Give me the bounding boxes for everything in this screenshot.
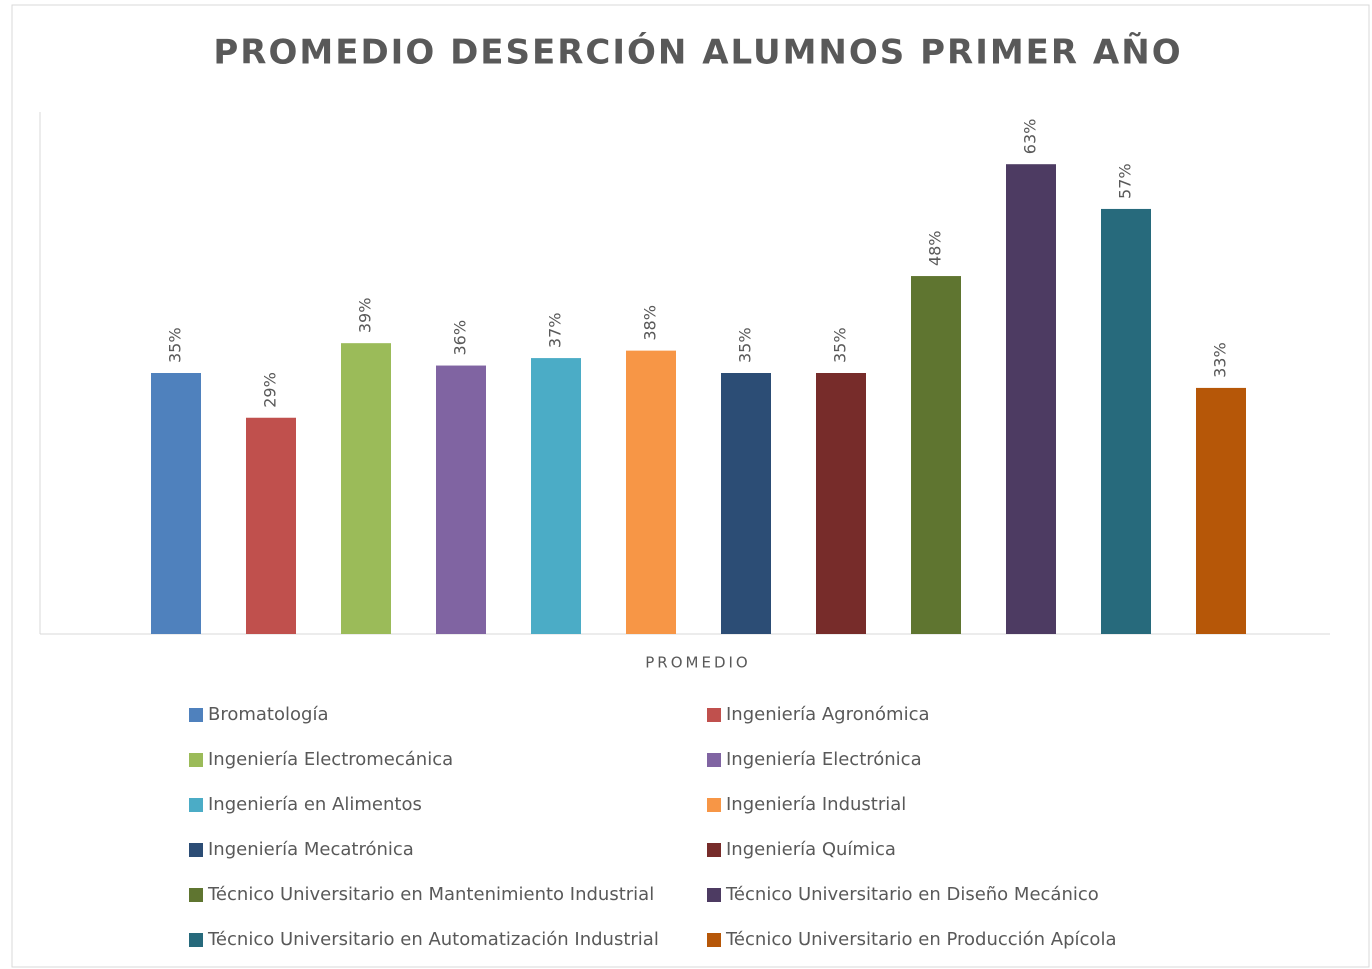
legend-swatch: [707, 753, 721, 767]
bar: [1101, 208, 1151, 634]
legend-swatch: [707, 798, 721, 812]
bar: [626, 350, 676, 634]
data-label: 35%: [736, 327, 755, 363]
bar: [531, 358, 581, 634]
legend-label: Ingeniería Mecatrónica: [208, 839, 414, 860]
legend-label: Ingeniería en Alimentos: [208, 794, 422, 815]
bar: [911, 276, 961, 634]
data-label: 38%: [641, 305, 660, 341]
legend-swatch: [707, 708, 721, 722]
bar: [1006, 164, 1056, 634]
data-label: 29%: [261, 372, 280, 408]
legend-label: Técnico Universitario en Mantenimiento I…: [207, 884, 654, 905]
legend-label: Ingeniería Electromecánica: [208, 749, 453, 770]
data-label: 33%: [1211, 342, 1230, 378]
legend-label: Técnico Universitario en Diseño Mecánico: [725, 884, 1099, 905]
data-label: 57%: [1116, 163, 1135, 199]
legend-swatch: [707, 843, 721, 857]
bar: [1196, 387, 1246, 634]
bar: [721, 373, 771, 634]
data-label: 37%: [546, 313, 565, 349]
legend-label: Ingeniería Electrónica: [726, 749, 922, 770]
legend-swatch: [189, 708, 203, 722]
bar: [151, 373, 201, 634]
legend-swatch: [707, 933, 721, 947]
bar: [816, 373, 866, 634]
legend-swatch: [189, 753, 203, 767]
category-label: PROMEDIO: [645, 654, 750, 672]
legend-label: Bromatología: [208, 704, 328, 725]
chart-title: PROMEDIO DESERCIÓN ALUMNOS PRIMER AÑO: [213, 32, 1182, 73]
legend-label: Ingeniería Agronómica: [726, 704, 930, 725]
bar: [341, 343, 391, 634]
legend-label: Ingeniería Química: [726, 839, 896, 860]
legend-swatch: [189, 843, 203, 857]
data-label: 35%: [166, 327, 185, 363]
bar: [436, 365, 486, 634]
legend-swatch: [189, 933, 203, 947]
legend-label: Técnico Universitario en Producción Apíc…: [725, 929, 1116, 950]
legend-label: Ingeniería Industrial: [726, 794, 906, 815]
legend-swatch: [189, 798, 203, 812]
legend-swatch: [707, 888, 721, 902]
legend-swatch: [189, 888, 203, 902]
chart-border: [11, 4, 1370, 968]
data-label: 39%: [356, 298, 375, 334]
data-label: 35%: [831, 327, 850, 363]
data-label: 36%: [451, 320, 470, 356]
data-label: 48%: [926, 230, 945, 266]
legend-label: Técnico Universitario en Automatización …: [207, 929, 659, 950]
bar: [246, 417, 296, 634]
data-label: 63%: [1021, 119, 1040, 155]
